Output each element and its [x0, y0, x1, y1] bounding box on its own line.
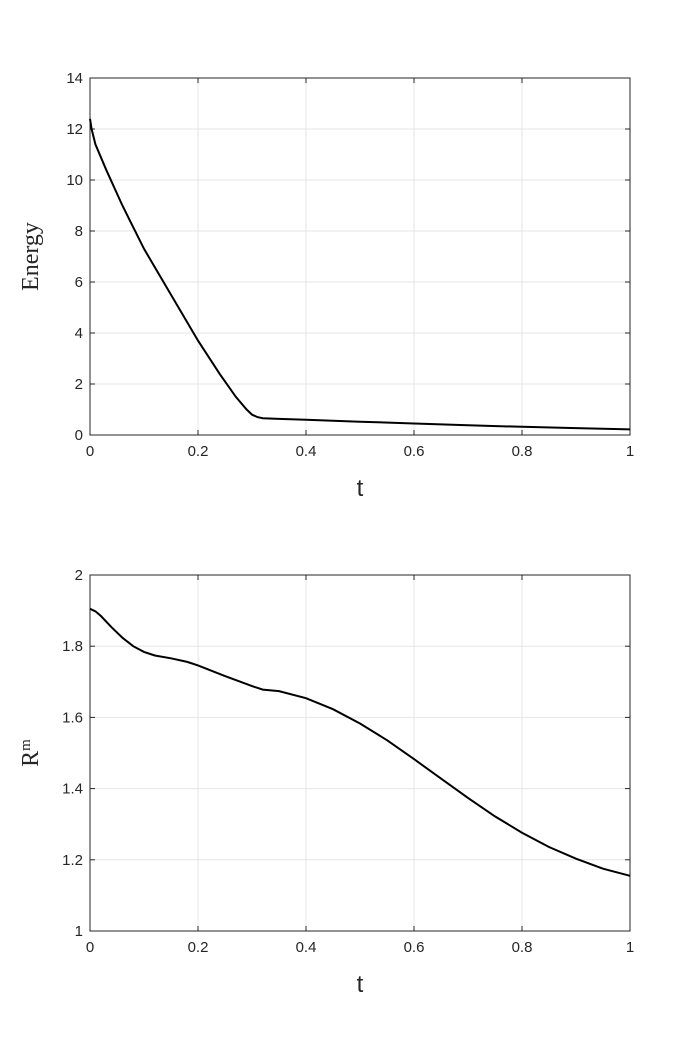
y-tick-label: 0: [75, 427, 83, 444]
x-tick-label: 0.2: [188, 443, 209, 460]
x-axis-label: t: [357, 971, 364, 998]
y-tick-label: 6: [75, 274, 83, 291]
x-tick-label: 1: [626, 939, 634, 956]
y-tick-label: 14: [66, 70, 83, 87]
y-tick-label: 2: [75, 567, 83, 584]
y-axis-label: Rm: [18, 739, 44, 767]
x-tick-label: 0: [86, 443, 94, 460]
y-tick-label: 8: [75, 223, 83, 240]
x-tick-label: 0.2: [188, 939, 209, 956]
series-line: [89, 607, 631, 877]
x-axis-label: t: [357, 475, 364, 502]
y-axis-label-superscript: m: [18, 739, 34, 751]
y-tick-label: 2: [75, 376, 83, 393]
y-tick-label: 1.4: [62, 781, 83, 798]
y-tick-label: 1.8: [62, 638, 83, 655]
series-line: [89, 118, 631, 431]
x-tick-label: 0.4: [296, 939, 317, 956]
x-tick-label: 1: [626, 443, 634, 460]
y-tick-label: 12: [66, 121, 83, 138]
x-tick-label: 0.4: [296, 443, 317, 460]
x-tick-label: 0.8: [512, 443, 533, 460]
y-axis-label: Energy: [18, 222, 44, 291]
y-tick-label: 1: [75, 923, 83, 940]
y-tick-label: 1.2: [62, 852, 83, 869]
chart-2: 0 0.2 0.4 0.6 0.8 1 1 1.2 1.4 1.6 1.8 2 t Rm: [18, 567, 634, 998]
y-tick-label: 10: [66, 172, 83, 189]
x-tick-label: 0.8: [512, 939, 533, 956]
y-tick-label: 4: [75, 325, 83, 342]
x-tick-label: 0.6: [404, 443, 425, 460]
y-tick-label: 1.6: [62, 709, 83, 726]
plot-frame: [89, 77, 631, 436]
x-tick-label: 0.6: [404, 939, 425, 956]
plot-frame: [89, 574, 631, 932]
x-tick-label: 0: [86, 939, 94, 956]
